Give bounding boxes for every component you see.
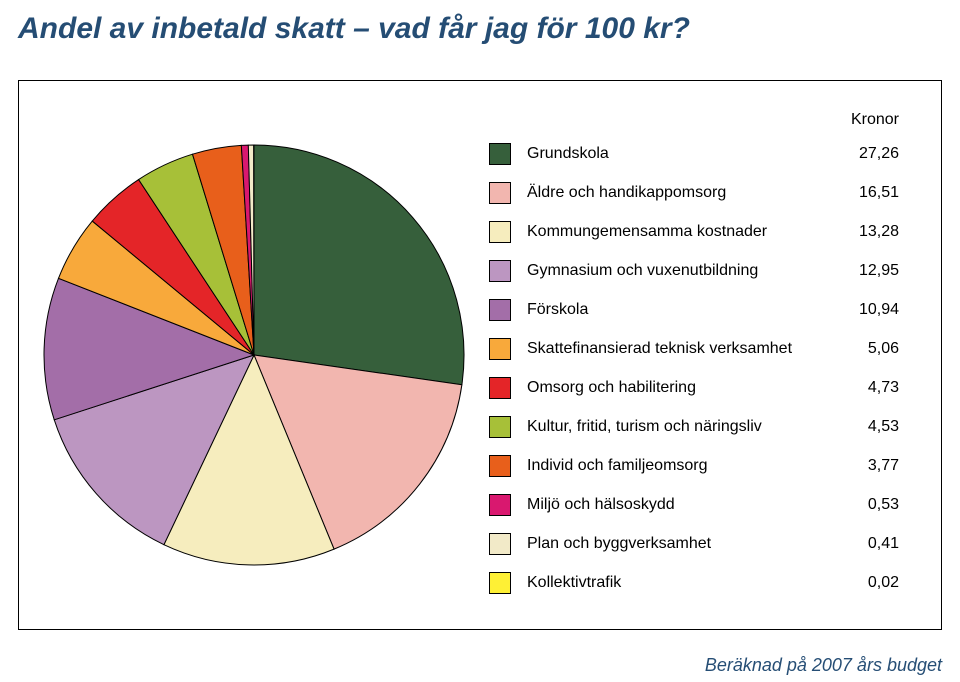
legend-label: Kultur, fritid, turism och näringsliv xyxy=(527,418,839,436)
legend-value: 5,06 xyxy=(839,340,911,358)
legend-label: Äldre och handikappomsorg xyxy=(527,184,839,202)
legend-label: Kollektivtrafik xyxy=(527,574,839,592)
legend-row: Plan och byggverksamhet0,41 xyxy=(489,533,911,555)
legend-row: Äldre och handikappomsorg16,51 xyxy=(489,182,911,204)
legend-swatch xyxy=(489,572,511,594)
legend-swatch xyxy=(489,533,511,555)
legend-swatch xyxy=(489,221,511,243)
legend-area: Kronor Grundskola27,26 Äldre och handikap… xyxy=(489,81,941,629)
legend-swatch xyxy=(489,299,511,321)
legend-swatch xyxy=(489,494,511,516)
legend-label: Gymnasium och vuxenutbildning xyxy=(527,262,839,280)
legend-swatch xyxy=(489,182,511,204)
legend-label: Kommungemensamma kostnader xyxy=(527,223,839,241)
legend-label: Plan och byggverksamhet xyxy=(527,535,839,553)
legend-row: Kommungemensamma kostnader13,28 xyxy=(489,221,911,243)
legend-label: Omsorg och habilitering xyxy=(527,379,839,397)
legend-rows: Grundskola27,26 Äldre och handikappomsorg… xyxy=(489,143,911,594)
legend-row: Gymnasium och vuxenutbildning12,95 xyxy=(489,260,911,282)
chart-panel: Kronor Grundskola27,26 Äldre och handikap… xyxy=(18,80,942,630)
page-root: Andel av inbetald skatt – vad får jag fö… xyxy=(0,0,960,682)
legend-header: Kronor xyxy=(489,111,911,129)
legend-row: Förskola10,94 xyxy=(489,299,911,321)
legend-value: 13,28 xyxy=(839,223,911,241)
legend-row: Kultur, fritid, turism och näringsliv4,5… xyxy=(489,416,911,438)
legend-value: 0,41 xyxy=(839,535,911,553)
legend-label: Grundskola xyxy=(527,145,839,163)
pie-slice xyxy=(254,145,464,385)
legend-row: Grundskola27,26 xyxy=(489,143,911,165)
legend-value: 10,94 xyxy=(839,301,911,319)
legend-value: 12,95 xyxy=(839,262,911,280)
legend-swatch xyxy=(489,338,511,360)
legend-swatch xyxy=(489,455,511,477)
legend-row: Individ och familjeomsorg3,77 xyxy=(489,455,911,477)
legend-value: 4,53 xyxy=(839,418,911,436)
footnote: Beräknad på 2007 års budget xyxy=(705,655,942,676)
pie-chart-area xyxy=(19,81,489,629)
legend-value: 16,51 xyxy=(839,184,911,202)
legend-label: Förskola xyxy=(527,301,839,319)
legend-label: Individ och familjeomsorg xyxy=(527,457,839,475)
legend-swatch xyxy=(489,377,511,399)
legend-value: 0,02 xyxy=(839,574,911,592)
legend-label: Skattefinansierad teknisk verksamhet xyxy=(527,340,839,358)
legend-label: Miljö och hälsoskydd xyxy=(527,496,839,514)
legend-value: 3,77 xyxy=(839,457,911,475)
legend-value: 0,53 xyxy=(839,496,911,514)
legend-swatch xyxy=(489,416,511,438)
legend-row: Kollektivtrafik0,02 xyxy=(489,572,911,594)
legend-swatch xyxy=(489,260,511,282)
pie-chart xyxy=(34,135,474,575)
page-title: Andel av inbetald skatt – vad får jag fö… xyxy=(0,0,960,51)
legend-value: 27,26 xyxy=(839,145,911,163)
legend-row: Skattefinansierad teknisk verksamhet5,06 xyxy=(489,338,911,360)
legend-value: 4,73 xyxy=(839,379,911,397)
legend-swatch xyxy=(489,143,511,165)
legend-row: Omsorg och habilitering4,73 xyxy=(489,377,911,399)
legend-row: Miljö och hälsoskydd0,53 xyxy=(489,494,911,516)
